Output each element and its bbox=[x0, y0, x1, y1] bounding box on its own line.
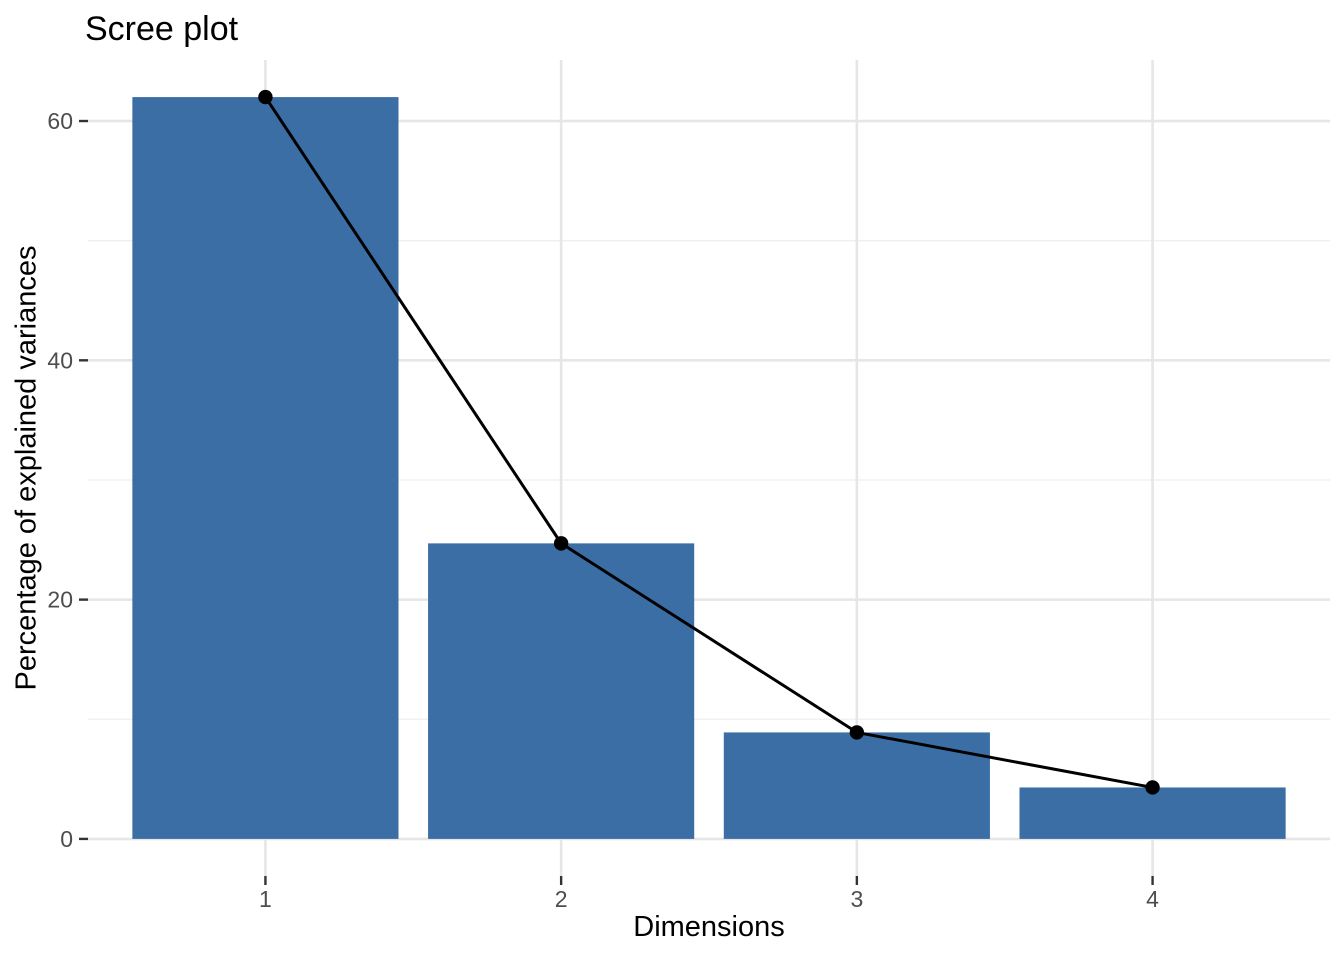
bar-dim-4 bbox=[1019, 787, 1286, 839]
data-point-dim-1 bbox=[258, 89, 273, 105]
data-point-dim-4 bbox=[1145, 780, 1160, 795]
y-tick-label-40: 40 bbox=[47, 347, 73, 373]
plot-title: Scree plot bbox=[85, 10, 239, 48]
bar-dim-2 bbox=[428, 543, 695, 839]
y-tick-label-60: 60 bbox=[47, 108, 73, 134]
x-tick-label-1: 1 bbox=[259, 886, 272, 912]
data-point-dim-3 bbox=[849, 725, 865, 740]
x-tick-label-3: 3 bbox=[850, 886, 863, 912]
bar-dim-1 bbox=[132, 97, 399, 839]
x-axis-title: Dimensions bbox=[633, 911, 785, 943]
y-tick-label-0: 0 bbox=[60, 826, 73, 852]
y-axis-title: Percentage of explained variances bbox=[10, 245, 43, 691]
data-point-dim-2 bbox=[553, 536, 569, 551]
scree-line bbox=[263, 95, 1155, 789]
y-tick-label-20: 20 bbox=[47, 587, 73, 613]
x-tick-label-2: 2 bbox=[555, 886, 568, 912]
x-tick-label-4: 4 bbox=[1146, 886, 1159, 912]
